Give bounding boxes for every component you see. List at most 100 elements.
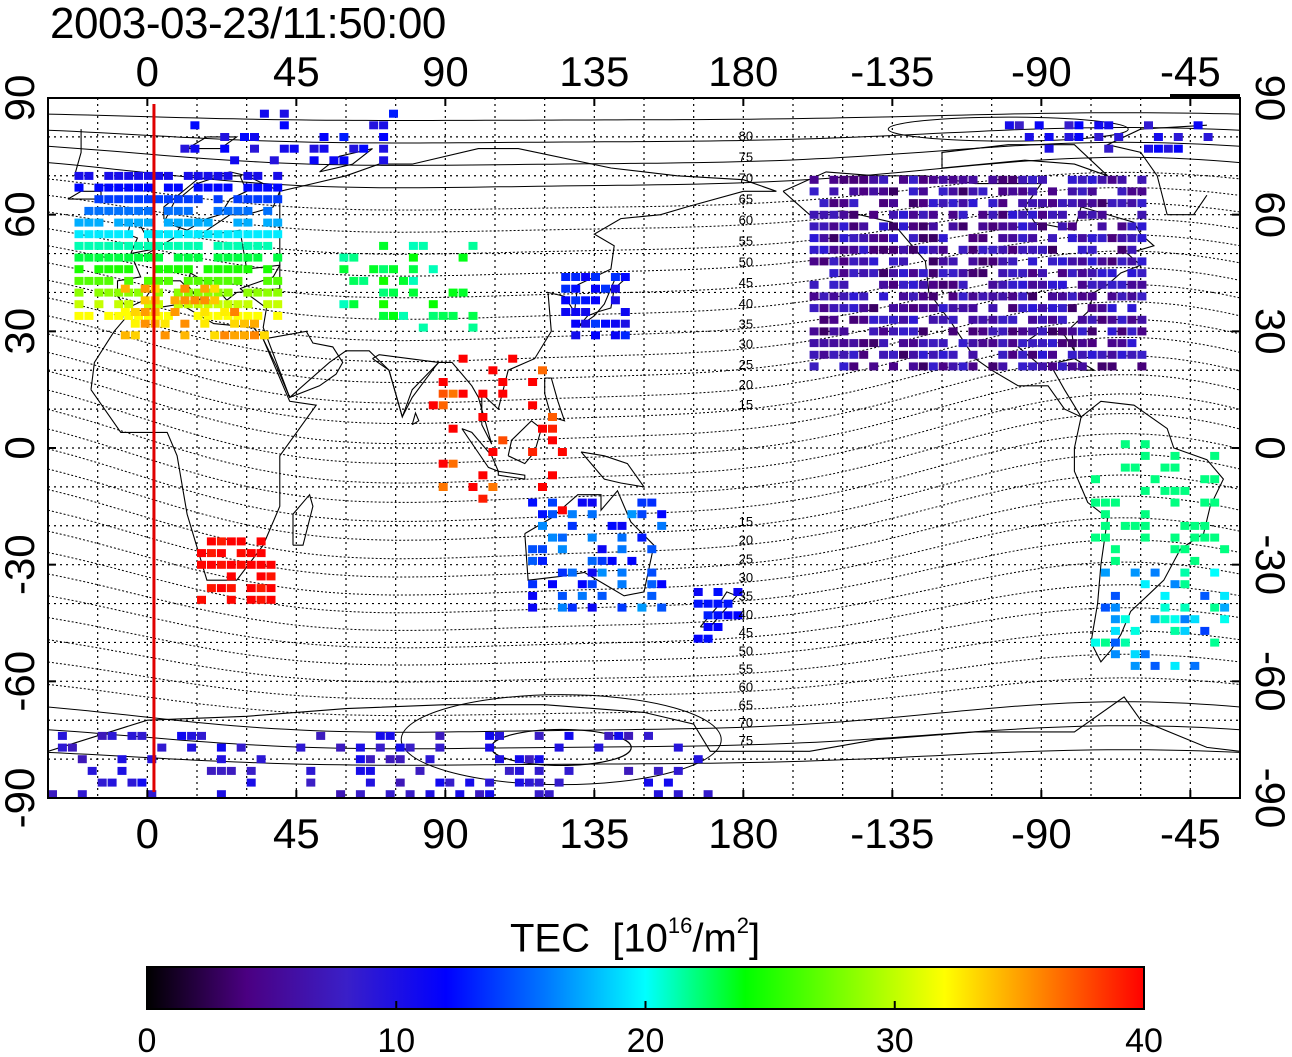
tec-cell [137, 778, 147, 787]
contour-label: 15 [739, 397, 753, 412]
tec-cell [1038, 315, 1047, 324]
tec-cell [561, 296, 571, 305]
tec-cell [968, 327, 978, 336]
tec-cell [1137, 187, 1147, 196]
tec-cell [183, 171, 193, 180]
tec-cell [173, 265, 183, 274]
tec-cell [908, 187, 918, 196]
tec-cell [94, 265, 104, 274]
tec-cell [899, 315, 908, 324]
tec-cell [637, 603, 647, 612]
tec-cell [627, 556, 637, 565]
tec-cell [610, 331, 620, 340]
tec-cell [918, 362, 928, 371]
tec-cell [279, 121, 289, 130]
tec-cell [809, 257, 819, 266]
coastline-borneo [507, 420, 543, 465]
tec-cell [134, 171, 144, 180]
tec-cell [829, 234, 839, 243]
tec-cell [183, 276, 193, 285]
tec-cell [485, 778, 495, 787]
tec-cell [193, 218, 203, 227]
tec-cell [425, 755, 435, 764]
tec-cell [468, 483, 478, 491]
tec-cell [918, 199, 928, 208]
tec-cell [213, 241, 223, 250]
tec-cell [693, 755, 703, 764]
tec-cell [1028, 210, 1038, 219]
tec-cell [673, 766, 683, 775]
tec-cell [819, 210, 829, 219]
tec-cell [1144, 144, 1153, 153]
tec-cell [458, 288, 468, 297]
tec-cell [819, 339, 829, 348]
tec-cell [879, 187, 889, 196]
lon-tick-top: 90 [422, 48, 469, 95]
tec-cell [1150, 615, 1160, 624]
tec-cell [819, 245, 829, 254]
tec-cell [1137, 269, 1147, 278]
tec-cell [978, 257, 988, 266]
tec-cell [243, 265, 253, 274]
tec-cell [610, 284, 620, 293]
tec-cell [104, 311, 114, 320]
tec-cell [216, 755, 226, 764]
tec-cell [296, 743, 306, 752]
tec-cell [273, 276, 283, 285]
tec-cell [435, 778, 445, 787]
tec-cell [1153, 133, 1163, 141]
tec-cell [428, 311, 438, 320]
tec-cell [657, 510, 667, 519]
tec-cell [908, 269, 918, 278]
tec-cell [1097, 210, 1107, 219]
tec-cell [918, 222, 928, 231]
tec-cell [120, 284, 130, 293]
tec-cell [713, 599, 723, 608]
tec-cell [319, 133, 329, 141]
tec-cell [899, 210, 908, 219]
tec-cell [1100, 521, 1110, 530]
tec-cell [889, 362, 898, 371]
tec-cell [1130, 568, 1140, 577]
tec-cell [889, 327, 898, 336]
tec-cell [1117, 234, 1127, 243]
tec-cell [203, 171, 213, 180]
tec-cell [183, 195, 193, 204]
tec-cell [1107, 280, 1117, 289]
tec-cell [183, 253, 193, 262]
tec-cell [1038, 350, 1047, 359]
tec-cell [908, 327, 918, 336]
tec-cell [250, 319, 259, 328]
contour-label: 65 [739, 192, 753, 207]
tec-cell [1163, 144, 1173, 153]
tec-cell [561, 308, 571, 316]
tec-cell [557, 603, 567, 612]
tec-cell [1008, 339, 1018, 348]
tec-cell [263, 288, 273, 297]
tec-cell [253, 253, 263, 262]
tec-cell [538, 510, 547, 519]
tec-cell [160, 319, 170, 328]
tec-cell [1137, 210, 1147, 219]
tec-cell [829, 222, 839, 231]
tec-cell [1117, 257, 1127, 266]
tec-cell [1117, 350, 1127, 359]
tec-cell [74, 288, 84, 297]
tec-cell [197, 560, 206, 569]
tec-cell [1097, 234, 1107, 243]
tec-cell [978, 315, 988, 324]
tec-cell [233, 241, 243, 250]
tec-cell [117, 766, 127, 775]
tec-cell [928, 257, 938, 266]
tec-cell [226, 572, 236, 581]
tec-cell [114, 265, 124, 274]
tec-cell [114, 288, 124, 297]
tec-cell [928, 315, 938, 324]
tec-cell [339, 265, 349, 274]
tec-cell [587, 580, 597, 589]
tec-cell [485, 743, 495, 752]
tec-cell [1074, 133, 1084, 141]
tec-cell [246, 560, 256, 569]
tec-cell [859, 175, 869, 184]
tec-cell [849, 245, 859, 254]
